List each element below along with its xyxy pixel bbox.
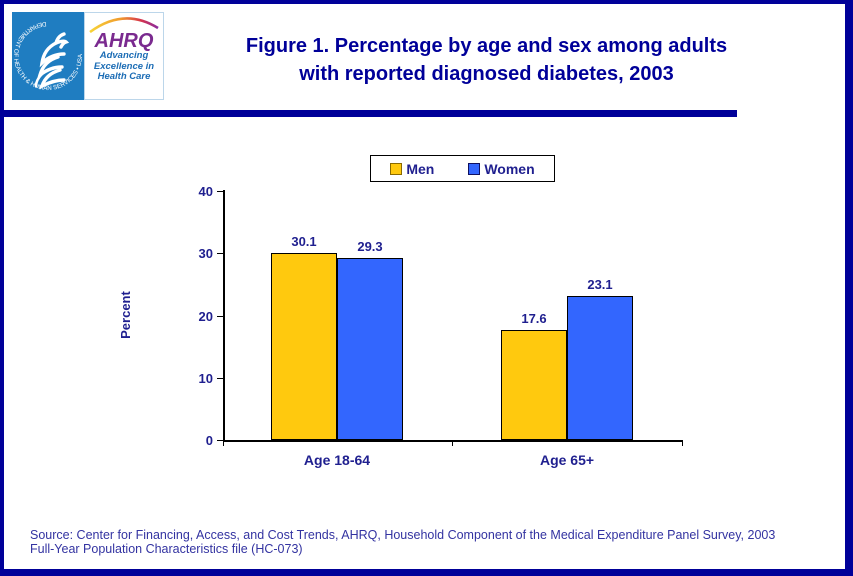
agency-logo: DEPARTMENT OF HEALTH & HUMAN SERVICES • … (12, 12, 164, 100)
source-note-line2: Full-Year Population Characteristics fil… (30, 542, 303, 556)
legend-item-men: Men (390, 161, 434, 177)
ahrq-logo: AHRQ Advancing Excellence in Health Care (84, 12, 164, 100)
source-note-line1: Source: Center for Financing, Access, an… (30, 528, 776, 542)
x-axis-tick (223, 441, 224, 446)
y-axis-line (223, 190, 225, 441)
bar-women-0 (337, 257, 403, 440)
source-note: Source: Center for Financing, Access, an… (30, 528, 830, 556)
x-category-label: Age 18-64 (303, 452, 371, 468)
men-swatch-icon (390, 162, 403, 175)
bar-women-1 (567, 296, 633, 440)
x-category-label: Age 65+ (539, 452, 595, 468)
bar-value-label: 30.1 (291, 233, 317, 249)
y-axis-tick-label: 20 (198, 308, 213, 324)
x-axis-tick (682, 441, 683, 446)
y-axis-tick-label: 10 (198, 370, 213, 386)
bar-men-0 (271, 252, 337, 440)
ahrq-acronym: AHRQ (94, 30, 154, 52)
women-swatch-icon (468, 162, 481, 175)
ahrq-rainbow-arc (89, 17, 159, 33)
hhs-seal: DEPARTMENT OF HEALTH & HUMAN SERVICES • … (12, 12, 84, 100)
ahrq-tagline-line3: Health Care (97, 71, 151, 82)
y-axis-tick-label: 40 (198, 184, 213, 199)
figure-title: Figure 1. Percentage by age and sex amon… (174, 32, 799, 88)
legend-label-men: Men (406, 160, 435, 177)
y-axis-tick-label: 0 (205, 433, 213, 448)
legend-item-women: Women (468, 160, 535, 177)
y-axis-tick-label: 30 (198, 246, 213, 262)
y-axis-tick (217, 315, 223, 317)
x-axis-tick (452, 441, 453, 446)
y-axis-tick (217, 191, 223, 192)
hhs-eagle-icon: DEPARTMENT OF HEALTH & HUMAN SERVICES • … (12, 20, 84, 92)
y-axis-tick (217, 440, 223, 441)
ahrq-tagline-line2: Excellence in (93, 60, 155, 72)
bar-value-label: 29.3 (357, 238, 383, 254)
legend-label-women: Women (484, 160, 535, 177)
bar-value-label: 17.6 (521, 311, 547, 327)
y-axis-tick (217, 253, 223, 255)
y-axis-tick (217, 377, 223, 379)
y-axis-title: Percent (118, 291, 133, 339)
chart-legend: Men Women (370, 155, 555, 182)
header-divider-rule (4, 110, 737, 117)
bar-value-label: 23.1 (587, 277, 613, 293)
figure-title-line2: with reported diagnosed diabetes, 2003 (299, 63, 674, 85)
figure-title-line1: Figure 1. Percentage by age and sex amon… (245, 35, 728, 57)
svg-text:DEPARTMENT OF HEALTH & HUMAN S: DEPARTMENT OF HEALTH & HUMAN SERVICES • … (12, 20, 84, 92)
bar-men-1 (501, 330, 567, 440)
x-axis-line (223, 440, 683, 442)
ahrq-tagline-line1: Advancing (99, 50, 149, 61)
